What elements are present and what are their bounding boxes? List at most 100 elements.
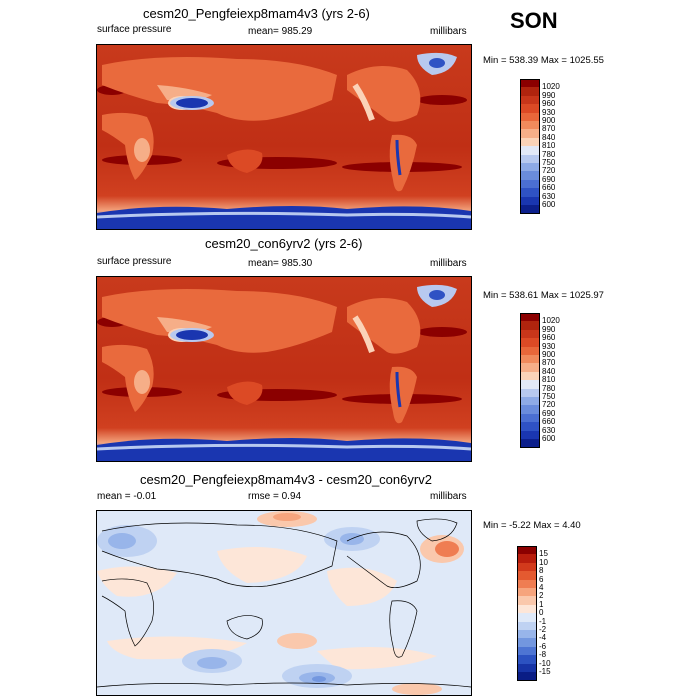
panel3-colorbar-label: -10 (539, 658, 551, 668)
panel3-colorbar-label: 10 (539, 557, 548, 567)
panel2-colorbar-swatch (520, 413, 540, 423)
panel1-tibet-core (176, 98, 208, 108)
panel1-colorbar-swatch (520, 112, 540, 121)
panel3-rmse-label: rmse = 0.94 (248, 491, 302, 502)
panel2-australia (227, 381, 263, 405)
panel3-colorbar-label: 15 (539, 549, 548, 559)
panel3-colorbar-label: 2 (539, 591, 544, 601)
panel1-mean-label: mean= 985.29 (248, 26, 313, 37)
panel3-colorbar-label: -6 (539, 641, 547, 651)
panel1-high-pacific-n (417, 95, 467, 105)
panel1-colorbar-swatch (520, 171, 540, 180)
panel3-colorbar-swatch (517, 604, 537, 614)
panel1-colorbar-label: 990 (542, 90, 556, 100)
panel1-colorbar-label: 660 (542, 183, 556, 193)
panel3-colorbar-swatch (517, 630, 537, 639)
panel3-colorbar-swatch (517, 579, 537, 588)
panel3-units-label: millibars (430, 491, 467, 502)
panel2-colorbar-label: 600 (542, 434, 556, 443)
panel2-tibet-core (176, 330, 208, 340)
panel2-colorbar-label: 870 (542, 358, 556, 368)
panel1-colorbar-swatch (520, 205, 540, 215)
panel3-colorbar-label: 1 (539, 599, 544, 609)
panel1-colorbar-label: 930 (542, 107, 556, 117)
panel1-title: cesm20_Pengfeiexp8mam4v3 (yrs 2-6) (143, 6, 370, 21)
panel2-colorbar-label: 1020 (542, 316, 560, 326)
panel2-colorbar-swatch (520, 397, 540, 406)
panel3-colorbar-label: 6 (539, 574, 544, 584)
panel2-north-america (347, 298, 421, 354)
panel3-colorbar-swatch (517, 596, 537, 605)
panel3-colorbar-swatch (517, 638, 537, 647)
panel3-colorbar-swatch (517, 613, 537, 622)
panel2-colorbar-swatch (520, 355, 540, 364)
panel1-colorbar-swatch (520, 179, 540, 189)
panel2-colorbar-label: 780 (542, 383, 556, 393)
panel2-colorbar-swatch (520, 371, 540, 381)
panel2-colorbar-swatch (520, 321, 540, 330)
panel1-colorbar-swatch (520, 95, 540, 105)
panel2-map (96, 276, 472, 462)
panel1-colorbar-swatch (520, 104, 540, 113)
panel3-colorbar-swatch (517, 571, 537, 580)
panel1-colorbar-label: 600 (542, 200, 556, 209)
panel2-colorbar-label: 990 (542, 324, 556, 334)
panel2-africa (102, 344, 154, 412)
panel2-colorbar-swatch (520, 380, 540, 389)
panel2-units-label: millibars (430, 258, 467, 269)
panel3-colorbar-swatch (517, 562, 537, 572)
panel1-variable-label: surface pressure (97, 24, 172, 35)
panel3-colorbar-swatch (517, 554, 537, 563)
panel3-mean-label: mean = -0.01 (97, 491, 157, 502)
panel2-colorbar-swatch (520, 430, 540, 439)
panel2-colorbar-label: 660 (542, 417, 556, 427)
panel3-colorbar-label: -15 (539, 667, 551, 676)
panel1-colorbar-swatch (520, 87, 540, 96)
panel2-colorbar-swatch (520, 346, 540, 355)
panel3-colorbar-swatch (517, 663, 537, 672)
panel1-colorbar-label: 750 (542, 158, 556, 167)
panel2-colorbar-swatch (520, 405, 540, 414)
panel2-colorbar-label: 840 (542, 366, 556, 376)
panel1-colorbar-swatch (520, 154, 540, 163)
panel1-minmax-label: Min = 538.39 Max = 1025.55 (483, 55, 604, 66)
panel1-map (96, 44, 472, 230)
panel3-colorbar-swatch (517, 621, 537, 630)
panel1-colorbar-swatch (520, 137, 540, 147)
panel3-colorbar-swatch (517, 655, 537, 664)
panel1-colorbar-label: 630 (542, 191, 556, 201)
panel1-colorbar-swatch (520, 129, 540, 138)
panel3-colorbar-label: 4 (539, 583, 544, 592)
panel1-north-america (347, 66, 421, 122)
panel1-colorbar-label: 1020 (542, 82, 560, 92)
panel1-colorbar-swatch (520, 121, 540, 130)
panel1-colorbar-label: 690 (542, 174, 556, 184)
panel3-minmax-label: Min = -5.22 Max = 4.40 (483, 520, 581, 531)
panel1-africa (102, 112, 154, 180)
panel3-colorbar-label: 8 (539, 566, 544, 576)
panel2-colorbar-label: 900 (542, 350, 556, 359)
panel1-units-label: millibars (430, 26, 467, 37)
panel2-colorbar-swatch (520, 363, 540, 372)
panel3-colorbar-swatch (517, 646, 537, 656)
panel2-colorbar-swatch (520, 329, 540, 339)
panel3-colorbar-swatch (517, 588, 537, 597)
panel1-colorbar-swatch (520, 188, 540, 197)
panel2-title: cesm20_con6yrv2 (yrs 2-6) (205, 236, 363, 251)
panel2-variable-label: surface pressure (97, 256, 172, 267)
panel2-colorbar-swatch (520, 313, 540, 323)
panel2-colorbar-label: 720 (542, 400, 556, 410)
panel2-colorbar-label: 630 (542, 425, 556, 435)
panel2-eurasia (102, 289, 337, 353)
panel2-colorbar-swatch (520, 439, 540, 449)
panel1-australia (227, 149, 263, 173)
panel1-colorbar-swatch (520, 79, 540, 89)
panel3-colorbar-swatch (517, 672, 537, 682)
panel3-coastlines (97, 518, 471, 688)
panel2-colorbar-swatch (520, 338, 540, 347)
panel1-colorbar-swatch (520, 163, 540, 172)
panel1-colorbar-label: 870 (542, 124, 556, 134)
panel3-colorbar-label: -8 (539, 650, 547, 660)
panel2-mean-label: mean= 985.30 (248, 258, 313, 269)
panel2-colorbar-label: 810 (542, 375, 556, 385)
